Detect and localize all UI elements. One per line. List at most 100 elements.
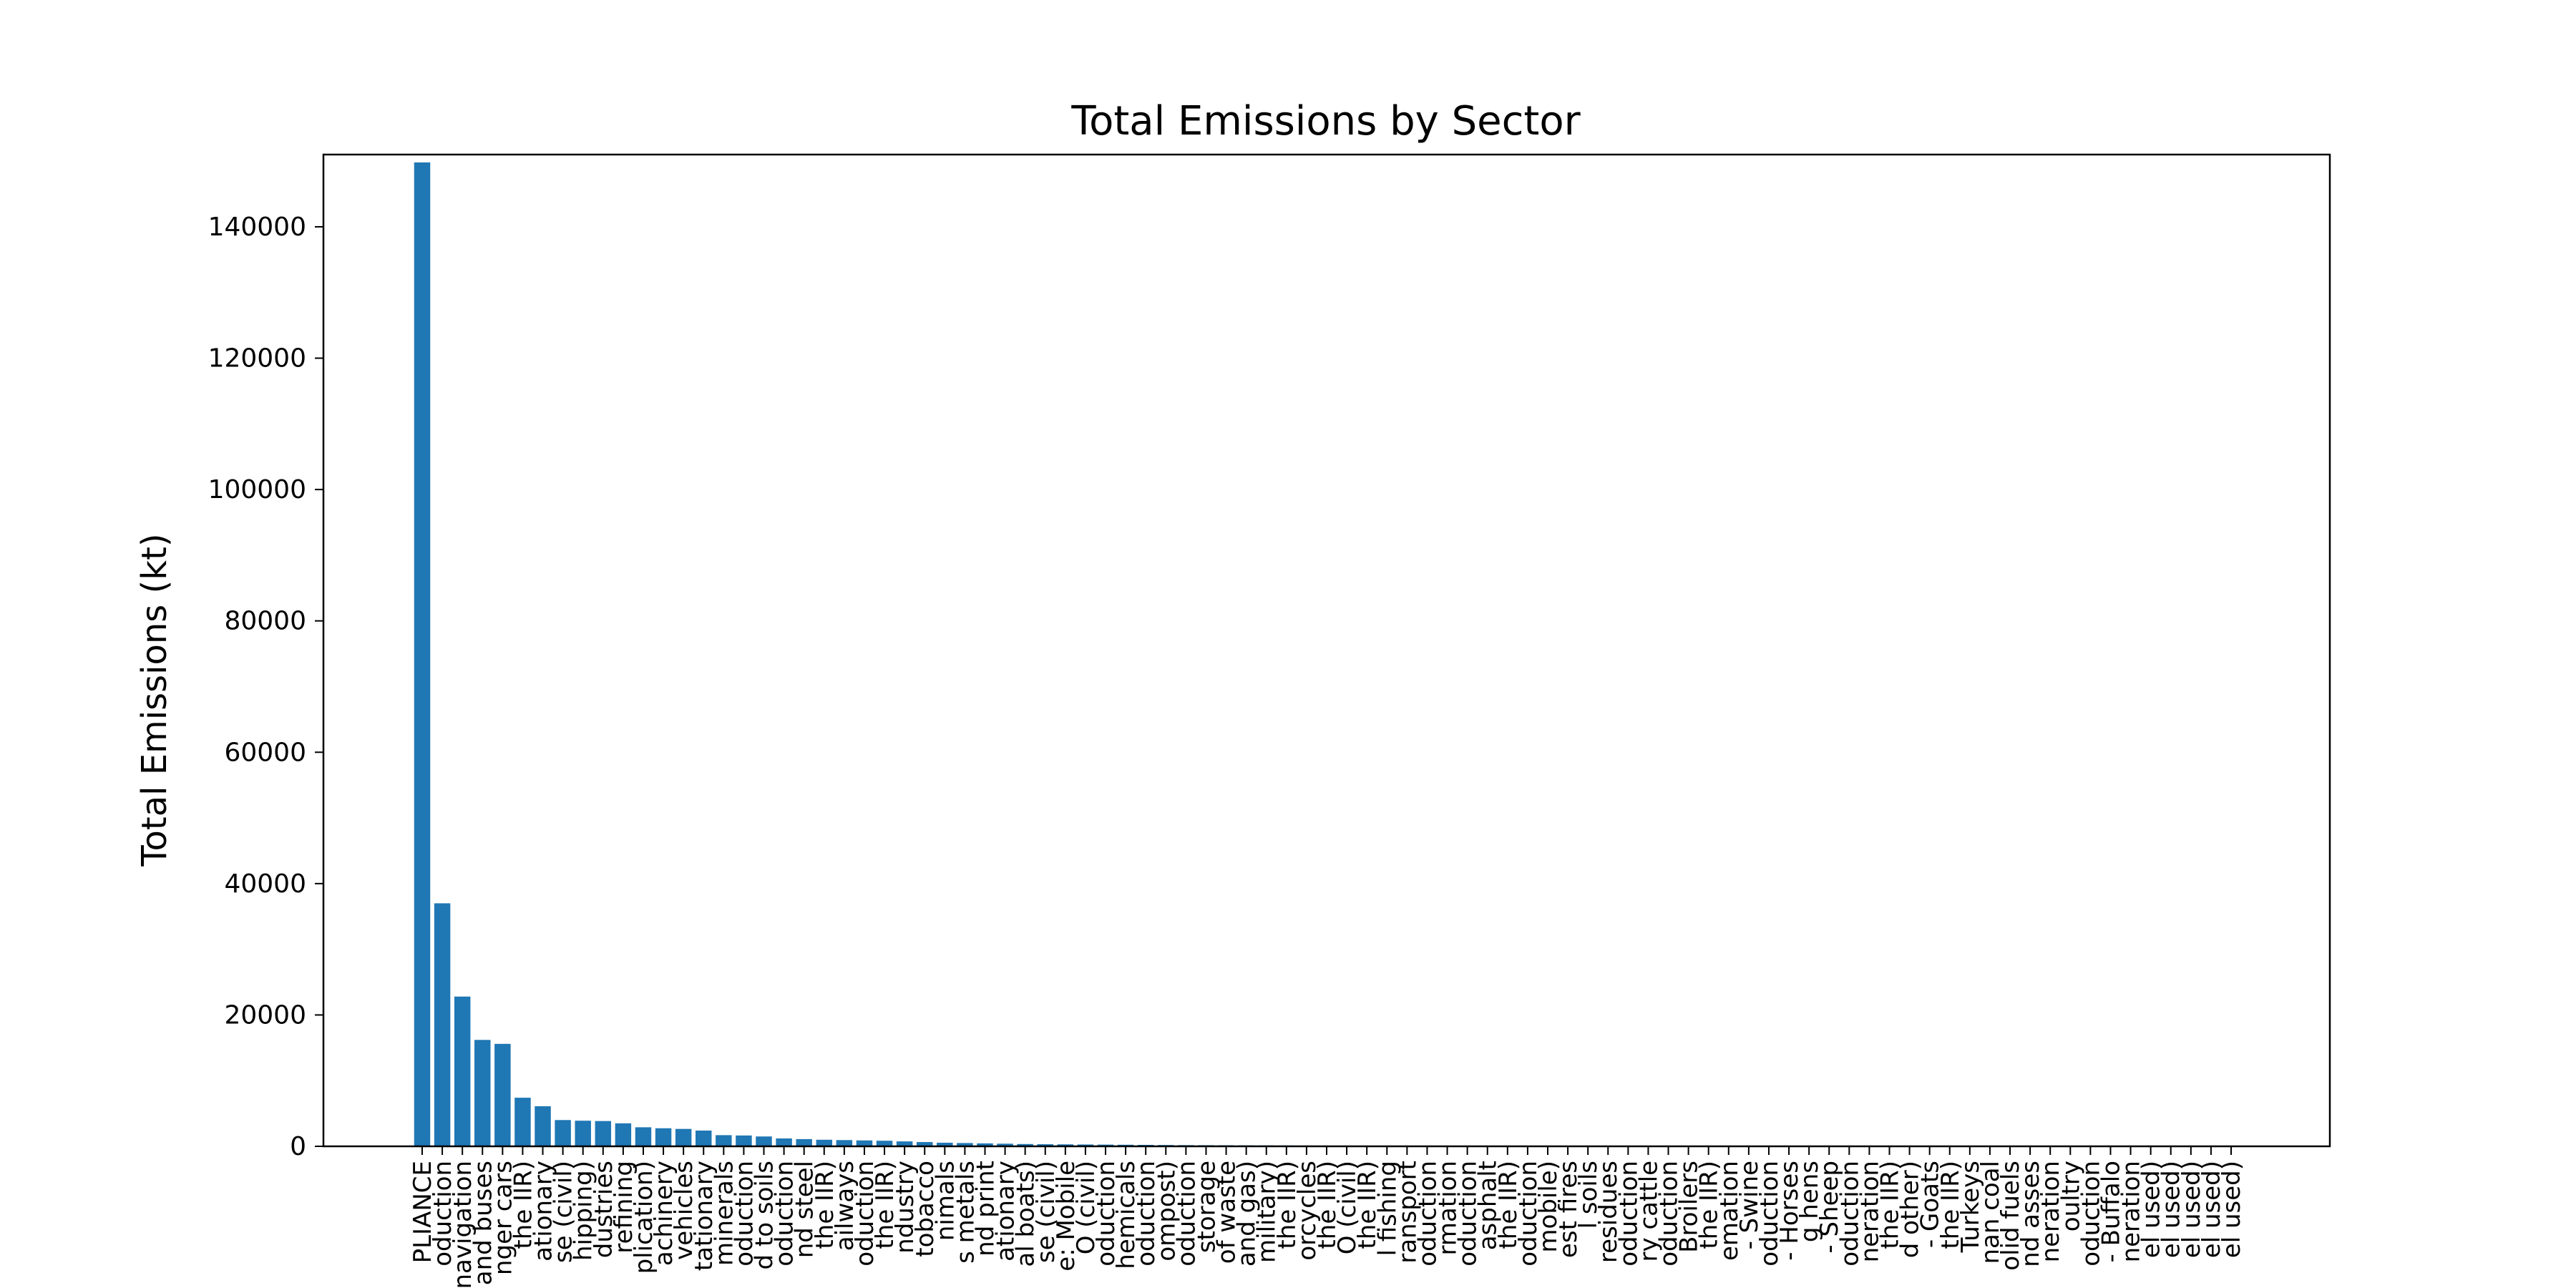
bars-group xyxy=(414,162,2240,1147)
bar xyxy=(836,1140,853,1146)
x-tick-label: the IIR) xyxy=(1273,1161,1302,1249)
x-tick-label: and gas) xyxy=(1233,1161,1262,1267)
x-tick-label: the IIR) xyxy=(1936,1161,1965,1249)
x-tick-label: tobacco xyxy=(911,1161,940,1257)
bar xyxy=(816,1139,833,1146)
x-tick-label: - Goats xyxy=(1916,1161,1945,1248)
bar xyxy=(916,1142,933,1146)
x-tick-label: ry cattle xyxy=(1634,1161,1663,1262)
x-tick-label: ransport xyxy=(1393,1161,1422,1264)
bar xyxy=(675,1128,692,1146)
bar xyxy=(977,1143,993,1146)
x-tick-label: dustries xyxy=(590,1161,618,1258)
x-tick-label: oduction xyxy=(1755,1161,1784,1267)
bar xyxy=(1037,1144,1053,1146)
x-tick-label: ndustry xyxy=(891,1161,919,1254)
bar xyxy=(736,1135,752,1146)
x-tick-label: oduction xyxy=(851,1161,879,1267)
chart-title: Total Emissions by Sector xyxy=(1070,98,1581,145)
x-tick-label: vehicles xyxy=(670,1161,698,1260)
x-tick-label: nd asses xyxy=(2016,1161,2045,1267)
x-tick-label: s metals xyxy=(951,1161,980,1264)
bar xyxy=(896,1141,913,1146)
bar xyxy=(474,1040,491,1146)
x-tick-label: ailways xyxy=(831,1161,859,1251)
x-tick-label: residues xyxy=(1594,1161,1623,1263)
x-tick-label: the IIR) xyxy=(1313,1161,1342,1249)
bar xyxy=(635,1127,652,1146)
x-tick-label: the IIR) xyxy=(1875,1161,1904,1249)
bar xyxy=(856,1140,873,1146)
x-tick-label: l soils xyxy=(1574,1161,1603,1229)
x-tick-label: hemicals xyxy=(1112,1161,1141,1269)
x-tick-label: asphalt xyxy=(1474,1161,1503,1250)
bar xyxy=(796,1138,812,1146)
x-tick-label: neration xyxy=(2117,1161,2146,1262)
x-tick-label: oduction xyxy=(1514,1161,1543,1267)
y-tick-label: 40000 xyxy=(224,869,306,899)
x-tick-label: O (civil) xyxy=(1333,1161,1362,1254)
y-axis-label: Total Emissions (kt) xyxy=(135,533,175,867)
y-axis-ticks: 0 20000 40000 60000 80000 100000 120000 140000 xyxy=(208,213,323,1161)
x-tick-label: l fishing xyxy=(1373,1161,1402,1257)
x-tick-label: oduction xyxy=(1413,1161,1442,1267)
x-tick-label: oduction xyxy=(429,1161,457,1267)
bar xyxy=(1077,1144,1094,1146)
x-tick-label: military) xyxy=(1253,1161,1282,1263)
x-tick-label: and buses xyxy=(469,1161,497,1285)
bar xyxy=(655,1128,672,1146)
y-tick-label: 80000 xyxy=(224,607,306,636)
bar xyxy=(876,1141,893,1146)
x-tick-label: Turkeys xyxy=(1956,1161,1985,1253)
x-tick-label: el used) xyxy=(2177,1161,2206,1258)
bar xyxy=(957,1143,973,1146)
x-tick-label: oduction xyxy=(1132,1161,1161,1267)
bar xyxy=(454,996,471,1146)
bar xyxy=(937,1142,953,1146)
x-tick-label: oduction xyxy=(1454,1161,1483,1267)
bar xyxy=(575,1121,591,1146)
x-tick-label: tationary xyxy=(690,1161,718,1271)
x-tick-label: the IIR) xyxy=(509,1161,537,1249)
x-tick-label: the IIR) xyxy=(1353,1161,1382,1249)
bar xyxy=(696,1130,712,1146)
x-tick-label: the IIR) xyxy=(871,1161,899,1249)
x-tick-label: the IIR) xyxy=(1695,1161,1724,1249)
bar xyxy=(535,1106,551,1146)
x-tick-label: se (civil) xyxy=(550,1161,578,1263)
x-tick-label: the IIR) xyxy=(1494,1161,1523,1249)
x-tick-label: oduction xyxy=(2077,1161,2105,1267)
x-tick-label: neration xyxy=(2036,1161,2065,1262)
x-tick-label: - Buffalo xyxy=(2097,1161,2125,1262)
bar xyxy=(414,162,431,1147)
x-tick-label: oduction xyxy=(1655,1161,1684,1267)
x-tick-label: el used) xyxy=(2218,1161,2246,1258)
x-tick-label: el used) xyxy=(2157,1161,2186,1258)
x-tick-label: d to soils xyxy=(751,1161,779,1269)
x-tick-label: of waste xyxy=(1213,1161,1241,1264)
y-tick-label: 0 xyxy=(290,1132,306,1161)
y-tick-label: 120000 xyxy=(208,344,306,374)
x-tick-label: nger cars xyxy=(489,1161,517,1275)
x-tick-label: nimals xyxy=(931,1161,960,1241)
x-tick-label: oduction xyxy=(771,1161,799,1267)
bar xyxy=(595,1121,612,1146)
x-tick-label: - Swine xyxy=(1735,1161,1764,1249)
y-tick-label: 60000 xyxy=(224,738,306,767)
x-tick-label: minerals xyxy=(710,1161,738,1266)
bar xyxy=(716,1135,732,1146)
x-tick-label: oultry xyxy=(2057,1161,2085,1231)
x-tick-label: al boats) xyxy=(1012,1161,1040,1267)
x-tick-label: PLIANCE xyxy=(409,1161,437,1263)
x-tick-label: O (civil) xyxy=(1072,1161,1101,1254)
bar xyxy=(1017,1143,1033,1146)
bar xyxy=(514,1098,531,1146)
bar xyxy=(555,1120,571,1146)
plot-frame xyxy=(322,153,2331,1148)
x-tick-label: d other) xyxy=(1896,1161,1925,1258)
x-tick-label: ompost) xyxy=(1152,1161,1181,1262)
x-tick-label: est fires xyxy=(1554,1161,1583,1258)
x-tick-label: olid fuels xyxy=(1996,1161,2025,1271)
bar xyxy=(434,903,451,1146)
